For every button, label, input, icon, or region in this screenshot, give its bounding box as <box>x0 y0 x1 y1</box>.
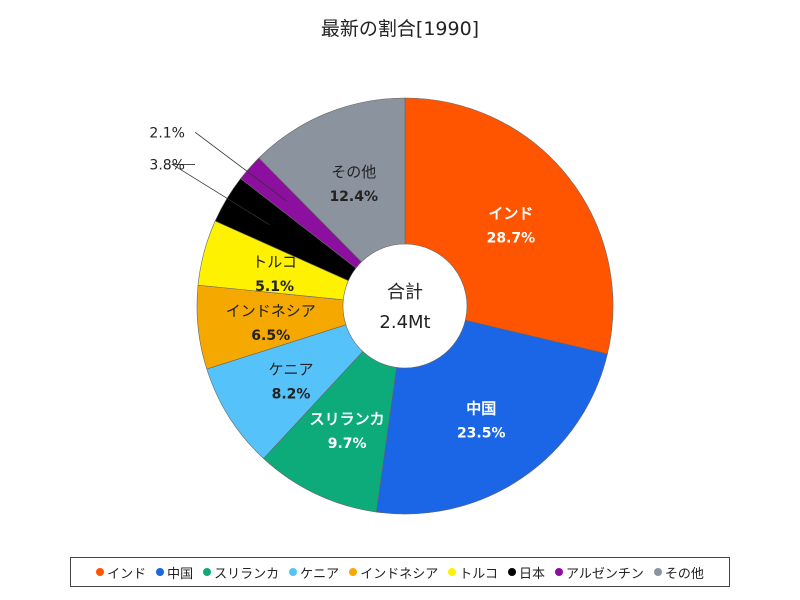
center-total-value: 2.4Mt <box>379 312 430 333</box>
slice-0 <box>404 97 614 355</box>
slice-8 <box>258 97 406 263</box>
legend-item-0: インド <box>96 563 146 582</box>
legend-item-4: インドネシア <box>349 563 438 582</box>
legend-label: その他 <box>664 566 704 582</box>
legend-marker-icon <box>289 568 298 576</box>
legend-marker-icon <box>96 568 105 576</box>
slice-2 <box>263 351 397 513</box>
chart-title: 最新の割合[1990] <box>320 18 480 40</box>
slice-name-label-5: トルコ <box>252 253 297 271</box>
slice-name-label-0: インド <box>488 204 533 222</box>
legend-item-7: アルゼンチン <box>554 563 644 582</box>
slice-name-label-1: 中国 <box>466 399 496 417</box>
legend-label: スリランカ <box>214 566 280 582</box>
center-label: 合計 <box>387 282 423 303</box>
legend-marker-icon <box>349 568 358 576</box>
leader-line-6 <box>170 164 270 226</box>
slice-name-label-8: その他 <box>331 163 376 181</box>
legend-item-8: その他 <box>653 563 704 582</box>
slice-value-label-2: 9.7% <box>328 436 367 452</box>
legend-marker-icon <box>156 568 165 576</box>
legend-label: ケニア <box>300 566 340 582</box>
legend-marker-icon <box>653 568 662 576</box>
legend-label: アルゼンチン <box>565 566 644 582</box>
legend-label: インドネシア <box>360 566 439 582</box>
slice-name-label-2: スリランカ <box>310 410 385 428</box>
outer-value-label-7: 2.1% <box>149 126 185 142</box>
legend-item-5: トルコ <box>448 563 498 582</box>
legend-marker-icon <box>554 568 563 576</box>
slice-1 <box>376 319 608 515</box>
slice-value-label-8: 12.4% <box>329 189 378 205</box>
legend-label: インド <box>107 566 147 582</box>
slice-value-label-5: 5.1% <box>255 279 294 295</box>
legend-item-6: 日本 <box>507 563 545 582</box>
legend-marker-icon <box>507 568 516 576</box>
slice-name-label-4: インドネシア <box>226 302 316 320</box>
chart-legend: インド 中国 スリランカ ケニア インドネシア トルコ 日本 アルゼンチン その他 <box>70 557 730 587</box>
slice-value-label-0: 28.7% <box>487 230 536 246</box>
slice-name-label-3: ケニア <box>269 360 314 378</box>
legend-label: 日本 <box>518 566 545 582</box>
leader-line-7 <box>195 132 288 202</box>
legend-item-1: 中国 <box>156 563 193 582</box>
legend-marker-icon <box>448 568 457 576</box>
slice-value-label-4: 6.5% <box>251 328 290 344</box>
legend-item-3: ケニア <box>289 563 339 582</box>
legend-label: 中国 <box>167 566 194 582</box>
outer-value-label-6: 3.8% <box>149 157 185 173</box>
slice-value-label-3: 8.2% <box>272 386 311 402</box>
slice-value-label-1: 23.5% <box>457 425 506 441</box>
legend-label: トルコ <box>459 566 498 582</box>
legend-item-2: スリランカ <box>203 563 279 582</box>
legend-marker-icon <box>203 568 212 576</box>
